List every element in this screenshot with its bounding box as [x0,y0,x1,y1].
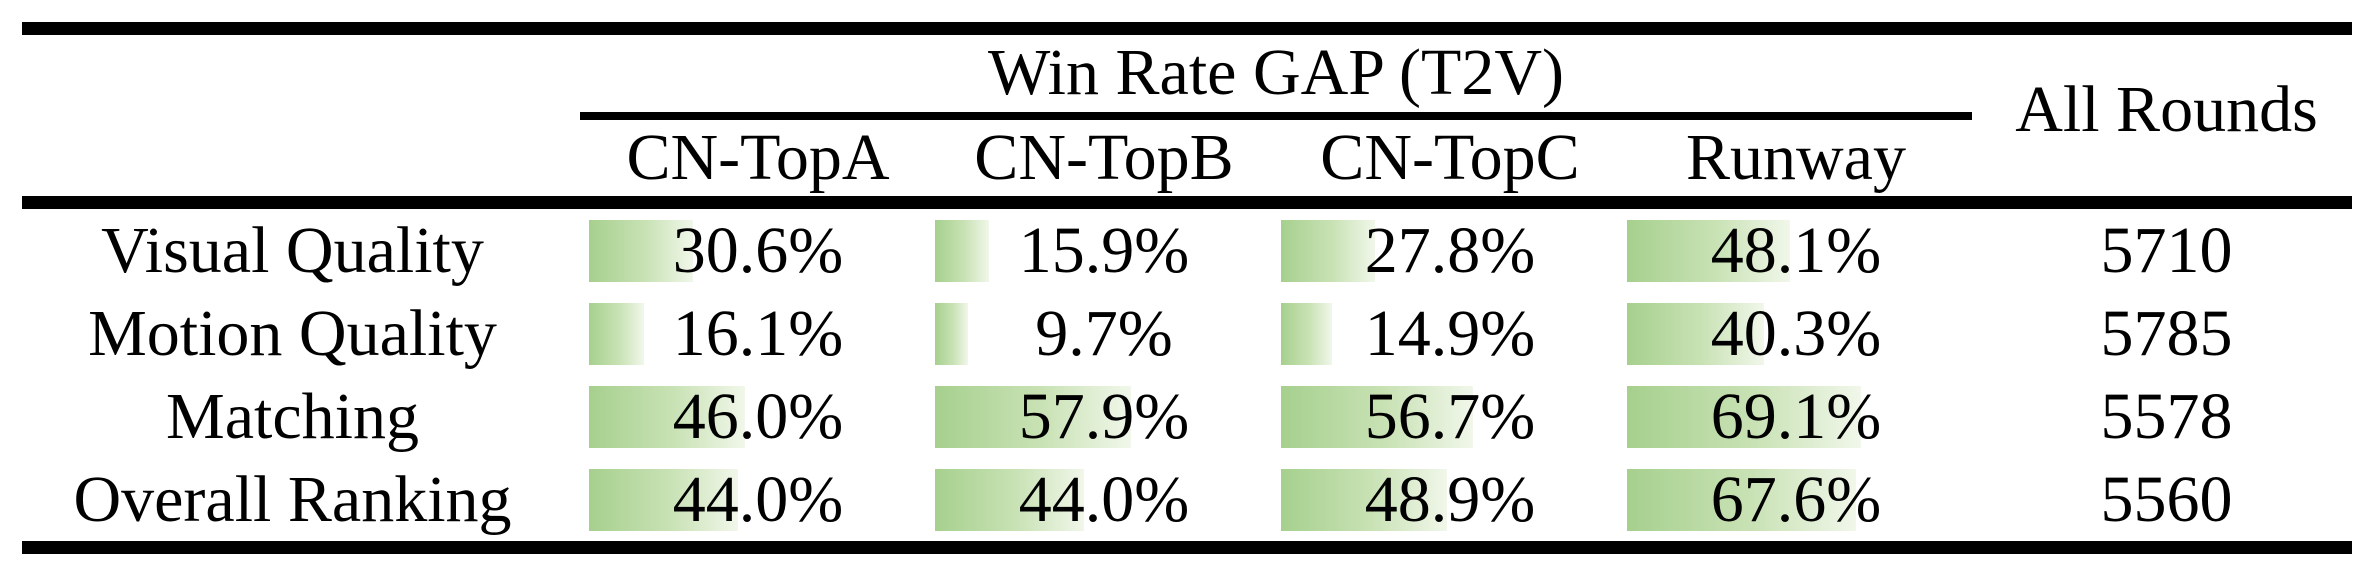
all-rounds-header: All Rounds [2015,73,2318,146]
winrate-bar [935,302,968,365]
winrate-bar [589,468,739,531]
winrate-cell: 9.7% [931,292,1277,375]
winrate-value: 48.1% [1710,213,1882,287]
table-row: Motion Quality 16.1% 9.7% 14.9% 40.3% 57… [0,292,2376,375]
column-headers: CN-TopA CN-TopB CN-TopC Runway [585,119,1969,197]
winrate-value: 14.9% [1364,296,1536,370]
table-row: Overall Ranking 44.0% 44.0% 48.9% 67.6% … [0,458,2376,541]
winrate-bar [589,385,745,448]
all-rounds-value: 5785 [2100,296,2233,370]
winrate-bar [1627,219,1791,282]
top-rule [22,22,2352,35]
table-row: Visual Quality 30.6% 15.9% 27.8% 48.1% 5… [0,209,2376,292]
winrate-value: 57.9% [1018,379,1190,453]
winrate-cell: 16.1% [585,292,931,375]
winrate-value: 44.0% [1018,462,1190,536]
winrate-cell: 69.1% [1623,375,1969,458]
winrate-bar [935,385,1132,448]
row-label: Motion Quality [88,296,497,370]
bottom-rule [22,541,2352,554]
winrate-bar [1281,302,1332,365]
winrate-value: 30.6% [672,213,844,287]
winrate-cell: 27.8% [1277,209,1623,292]
all-rounds-value: 5560 [2100,462,2233,536]
winrate-value: 16.1% [672,296,844,370]
all-rounds-value: 5578 [2100,379,2233,453]
winrate-bar [1281,385,1474,448]
row-label: Overall Ranking [73,462,512,536]
winrate-cell: 40.3% [1623,292,1969,375]
column-header-cn-topa: CN-TopA [626,121,890,194]
winrate-cell: 48.9% [1277,458,1623,541]
winrate-cell: 15.9% [931,209,1277,292]
table-title: Win Rate GAP (T2V) [988,36,1564,109]
winrate-value: 56.7% [1364,379,1536,453]
winrate-bar [1281,468,1447,531]
winrate-value: 48.9% [1364,462,1536,536]
winrate-value: 40.3% [1710,296,1882,370]
group-header-rule [580,112,1972,120]
winrate-value: 44.0% [672,462,844,536]
winrate-cell: 30.6% [585,209,931,292]
winrate-value: 46.0% [672,379,844,453]
winrate-cell: 46.0% [585,375,931,458]
winrate-value: 69.1% [1710,379,1882,453]
column-header-runway: Runway [1686,121,1906,194]
winrate-cell: 57.9% [931,375,1277,458]
winrate-cell: 14.9% [1277,292,1623,375]
winrate-bar [1281,219,1376,282]
column-header-cn-topb: CN-TopB [974,121,1234,194]
header-rule [22,196,2352,209]
winrate-value: 15.9% [1018,213,1190,287]
table-body: Visual Quality 30.6% 15.9% 27.8% 48.1% 5… [0,209,2376,541]
winrate-cell: 56.7% [1277,375,1623,458]
table-row: Matching 46.0% 57.9% 56.7% 69.1% 5578 [0,375,2376,458]
winrate-bar [589,219,693,282]
winrate-cell: 67.6% [1623,458,1969,541]
winrate-bar [589,302,644,365]
winrate-bar [1627,302,1764,365]
all-rounds-value: 5710 [2100,213,2233,287]
winrate-bar [935,468,1085,531]
winrate-cell: 48.1% [1623,209,1969,292]
winrate-bar [1627,385,1862,448]
winrate-bar [935,219,989,282]
row-label: Visual Quality [101,213,484,287]
column-header-cn-topc: CN-TopC [1320,121,1580,194]
winrate-value: 27.8% [1364,213,1536,287]
winrate-bar [1627,468,1857,531]
winrate-cell: 44.0% [931,458,1277,541]
winrate-value: 67.6% [1710,462,1882,536]
row-label: Matching [166,379,419,453]
winrate-value: 9.7% [1035,296,1173,370]
winrate-cell: 44.0% [585,458,931,541]
